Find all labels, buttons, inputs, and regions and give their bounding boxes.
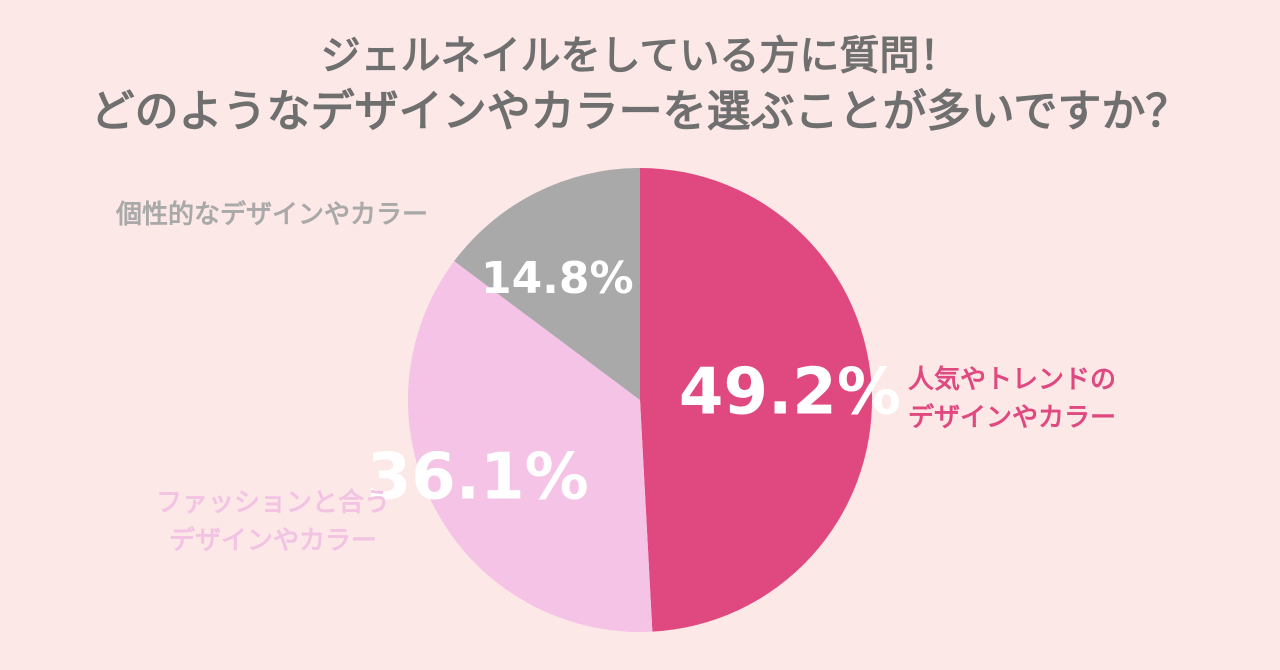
slice-label-fashion-line2: デザインやカラー bbox=[168, 526, 377, 556]
pie-value-fashion: 36.1% bbox=[367, 440, 589, 514]
chart-title-line1: ジェルネイルをしている方に質問！ bbox=[320, 33, 960, 79]
slice-label-fashion: ファッションと合う デザインやカラー bbox=[128, 484, 418, 560]
pie-value-unique: 14.8% bbox=[481, 253, 634, 304]
slice-label-unique: 個性的なデザインやカラー bbox=[116, 196, 428, 234]
slice-label-fashion-line1: ファッションと合う bbox=[155, 488, 390, 518]
slice-label-unique-line1: 個性的なデザインやカラー bbox=[116, 200, 429, 230]
chart-title-line2: どのようなデザインやカラーを選ぶことが多いですか？ bbox=[90, 86, 1190, 137]
pie-slice-fashion bbox=[408, 261, 653, 632]
slice-label-trend: 人気やトレンドの デザインやカラー bbox=[908, 361, 1116, 437]
pie-slice-unique bbox=[454, 168, 640, 400]
pie-slice-trend bbox=[640, 168, 872, 632]
slice-label-trend-line2: デザインやカラー bbox=[908, 403, 1117, 433]
slice-label-trend-line1: 人気やトレンドの bbox=[908, 365, 1117, 395]
pie-value-trend: 49.2% bbox=[679, 356, 901, 430]
